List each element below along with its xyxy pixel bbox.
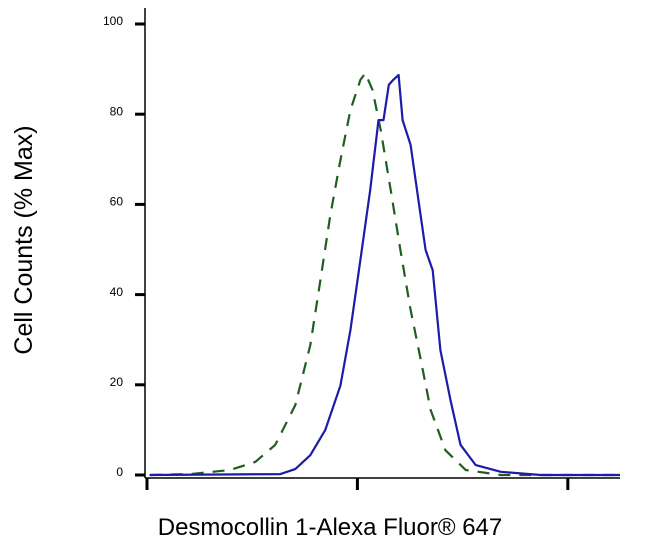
y-tick-label: 100 xyxy=(103,14,123,28)
y-tick-label: 0 xyxy=(116,465,123,479)
y-tick-label: 20 xyxy=(110,375,124,389)
y-tick-label: 80 xyxy=(110,104,124,118)
y-axis-label: Cell Counts (% Max) xyxy=(10,125,38,354)
y-tick-label: 40 xyxy=(110,285,124,299)
y-tick-label: 60 xyxy=(110,195,124,209)
histogram-line xyxy=(149,73,620,477)
histogram-line xyxy=(149,72,620,477)
x-axis-label: Desmocollin 1-Alexa Fluor® 647 xyxy=(158,514,503,541)
